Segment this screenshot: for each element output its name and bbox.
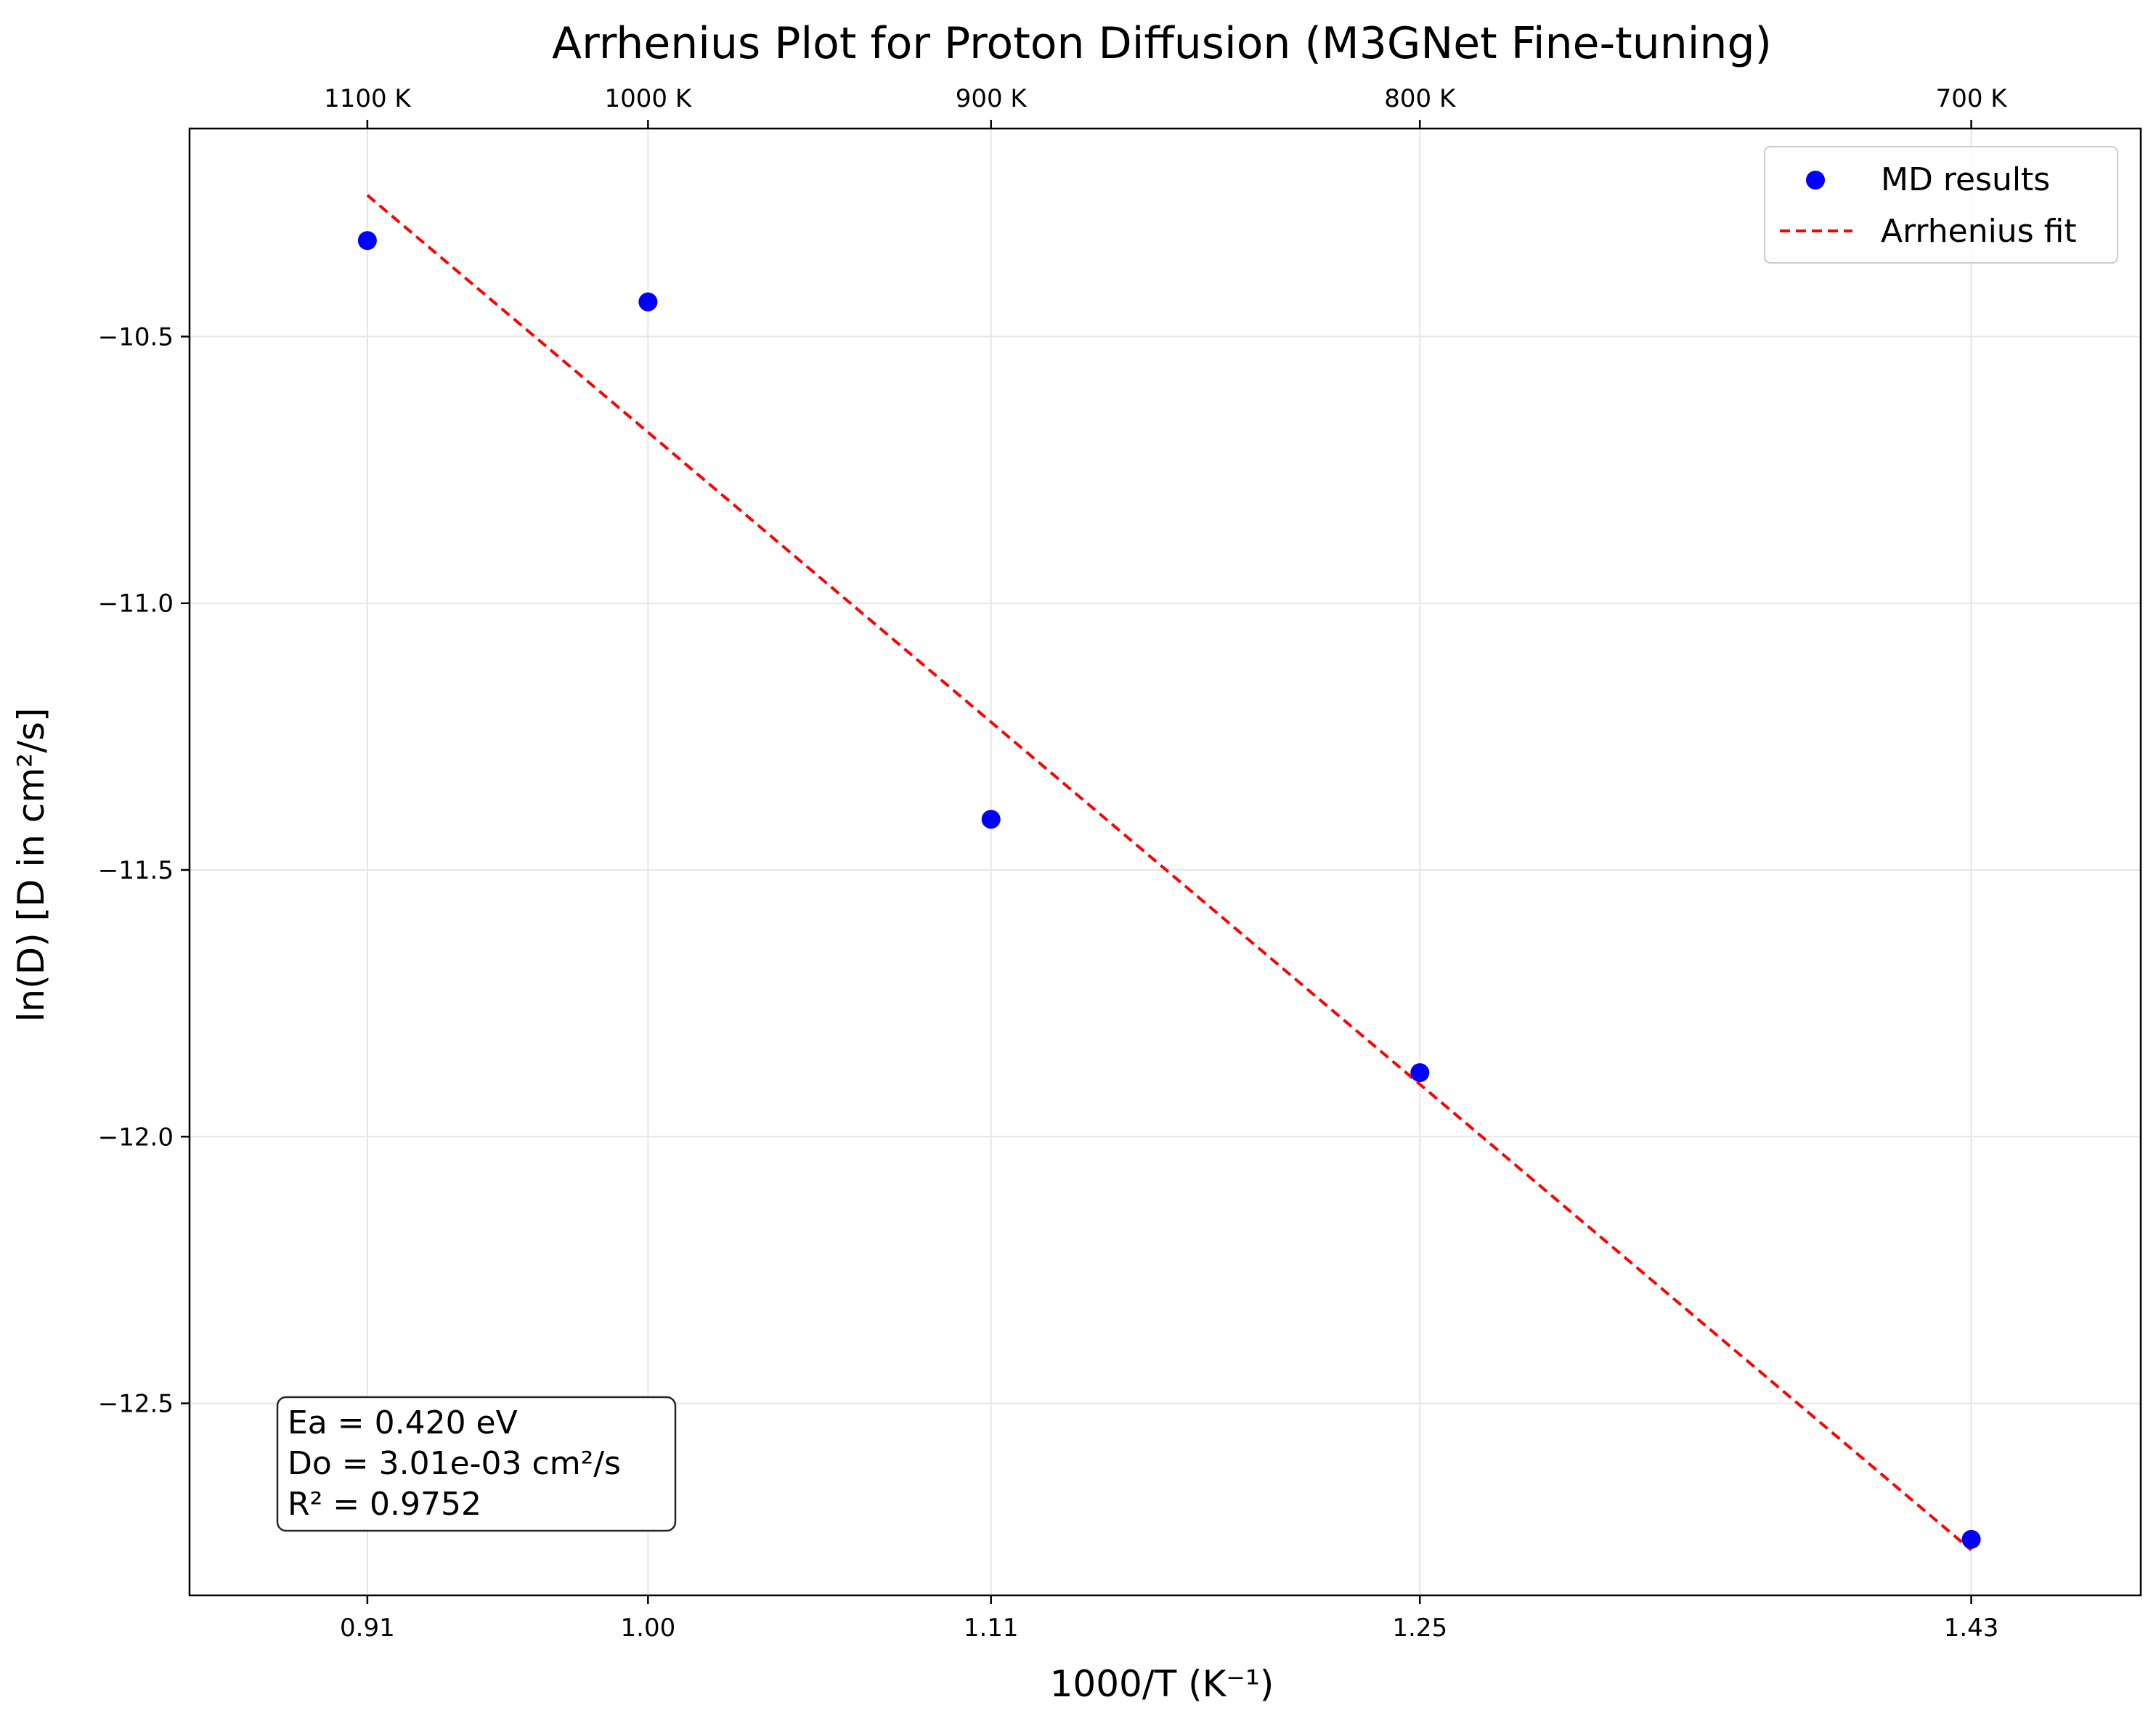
y-tick-label: −12.5 [98, 1390, 174, 1419]
prefactor-text: Do = 3.01e-03 cm²/s [288, 1445, 621, 1482]
top-x-tick-label: 800 K [1384, 84, 1457, 113]
legend-label-md-results: MD results [1881, 161, 2050, 198]
top-x-tick-label: 1000 K [605, 84, 693, 113]
fit-parameters-box: Ea = 0.420 eV Do = 3.01e-03 cm²/s R² = 0… [276, 1396, 677, 1532]
plot-frame [188, 127, 2142, 1597]
points-layer [357, 231, 1981, 1549]
activation-energy-text: Ea = 0.420 eV [288, 1404, 518, 1441]
fit-line-layer [366, 194, 1972, 1552]
ticks: 0.91 1.00 1.11 1.25 1.43 1100 K 1000 K 900 K 800… [98, 84, 2008, 1643]
md-result-point [1410, 1063, 1430, 1083]
x-tick-label: 0.91 [340, 1614, 395, 1643]
arrhenius-fit-line [366, 194, 1972, 1552]
grid [190, 129, 2141, 1595]
md-result-point [1961, 1529, 1981, 1549]
x-tick-label: 1.25 [1392, 1614, 1447, 1643]
y-tick-label: −12.0 [98, 1123, 174, 1152]
legend: MD results Arrhenius fit [1764, 146, 2118, 264]
y-tick-label: −10.5 [98, 322, 174, 351]
x-tick-label: 1.00 [621, 1614, 676, 1643]
chart-title: Arrhenius Plot for Proton Diffusion (M3G… [552, 18, 1772, 69]
annotation-box [276, 1396, 677, 1532]
legend-box [1764, 146, 2118, 264]
top-x-tick-label: 700 K [1936, 84, 2009, 113]
md-result-point [357, 231, 377, 251]
r-squared-text: R² = 0.9752 [288, 1486, 481, 1523]
y-tick-label: −11.0 [98, 590, 174, 619]
x-tick-label: 1.43 [1944, 1614, 1999, 1643]
x-tick-label: 1.11 [964, 1614, 1019, 1643]
x-axis-label: 1000/T (K⁻¹) [1050, 1663, 1274, 1705]
top-x-tick-label: 1100 K [324, 84, 412, 113]
y-tick-label: −11.5 [98, 856, 174, 885]
legend-marker-md-results [1806, 171, 1825, 190]
md-result-point [638, 292, 658, 312]
y-axis-label: ln(D) [D in cm²/s] [10, 707, 52, 1022]
legend-label-arrhenius-fit: Arrhenius fit [1881, 213, 2077, 250]
md-result-point [981, 810, 1001, 829]
top-x-tick-label: 900 K [956, 84, 1028, 113]
